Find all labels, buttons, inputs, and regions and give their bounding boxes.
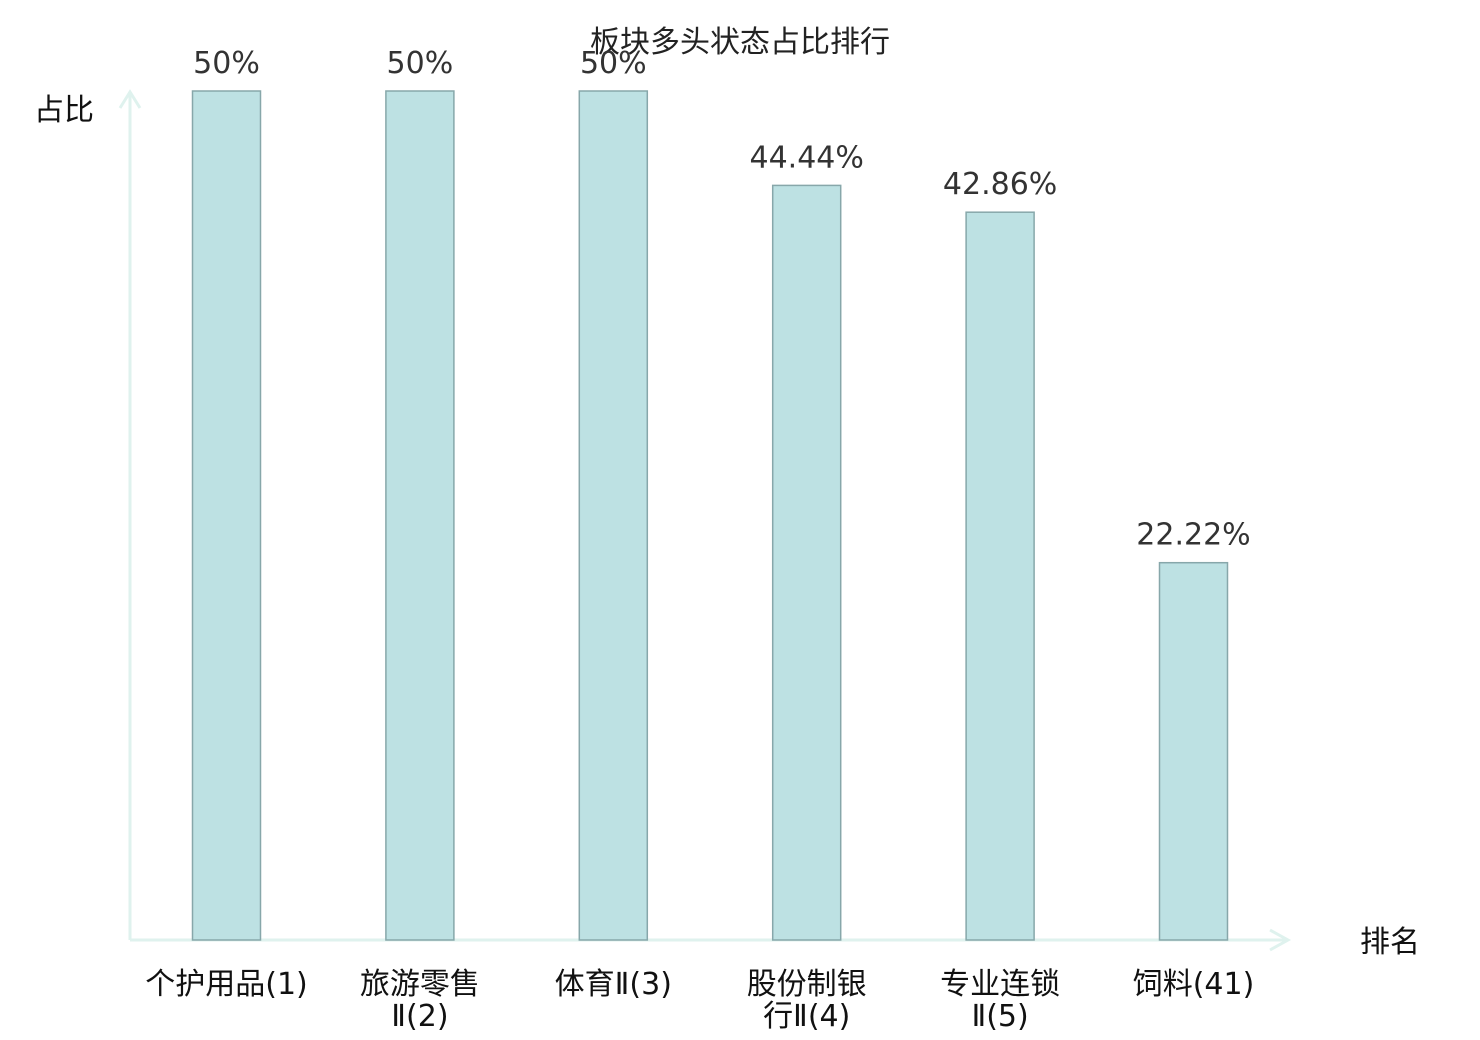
y-axis-arrow-icon bbox=[118, 89, 142, 109]
value-label-5: 42.86% bbox=[943, 167, 1057, 202]
category-label-line: 行Ⅱ(4) bbox=[763, 999, 850, 1034]
bar-6 bbox=[1158, 561, 1229, 941]
x-axis-arrow-icon bbox=[1269, 928, 1292, 952]
bar-3 bbox=[578, 90, 649, 941]
bar-4 bbox=[771, 184, 842, 941]
category-label-line: 专业连锁 bbox=[940, 967, 1060, 1002]
bar-series bbox=[191, 90, 1229, 941]
category-label-line: Ⅱ(5) bbox=[971, 999, 1028, 1034]
category-label-line: Ⅱ(2) bbox=[391, 999, 448, 1034]
category-label-6: 饲料(41) bbox=[1133, 967, 1255, 1002]
category-label-5: 专业连锁 Ⅱ(5) bbox=[940, 967, 1060, 1034]
value-label-3: 50% bbox=[580, 46, 647, 81]
value-label-2: 50% bbox=[387, 46, 454, 81]
chart-title: 板块多头状态占比排行 bbox=[590, 25, 890, 60]
value-label-6: 22.22% bbox=[1136, 518, 1250, 553]
value-label-1: 50% bbox=[193, 46, 260, 81]
x-axis-label: 排名 bbox=[1360, 925, 1420, 960]
bar-1 bbox=[191, 90, 262, 941]
y-axis-label: 占比 bbox=[34, 93, 94, 128]
bar-2 bbox=[385, 90, 455, 941]
category-label-1: 个护用品(1) bbox=[145, 967, 308, 1002]
category-label-line: 个护用品(1) bbox=[145, 967, 308, 1002]
category-labels: 个护用品(1) 旅游零售 Ⅱ(2) 体育Ⅱ(3) 股份制银行Ⅱ(4) 专业连锁 Ⅱ(5) 饲料… bbox=[145, 967, 1254, 1034]
category-label-line: 饲料(41) bbox=[1133, 967, 1255, 1002]
category-label-line: 旅游零售 bbox=[360, 967, 480, 1002]
value-label-4: 44.44% bbox=[750, 140, 864, 175]
value-labels: 50% 50% 50% 44.44% 42.86% 22.22% bbox=[193, 46, 1251, 553]
y-axis bbox=[118, 89, 142, 940]
category-label-3: 体育Ⅱ(3) bbox=[555, 967, 672, 1002]
x-axis bbox=[130, 928, 1292, 952]
category-label-line: 股份制银 bbox=[747, 967, 867, 1002]
category-label-4: 股份制银行Ⅱ(4) bbox=[747, 967, 867, 1034]
category-label-2: 旅游零售 Ⅱ(2) bbox=[360, 967, 480, 1034]
bar-5 bbox=[965, 211, 1035, 941]
category-label-line: 体育Ⅱ(3) bbox=[555, 967, 672, 1002]
